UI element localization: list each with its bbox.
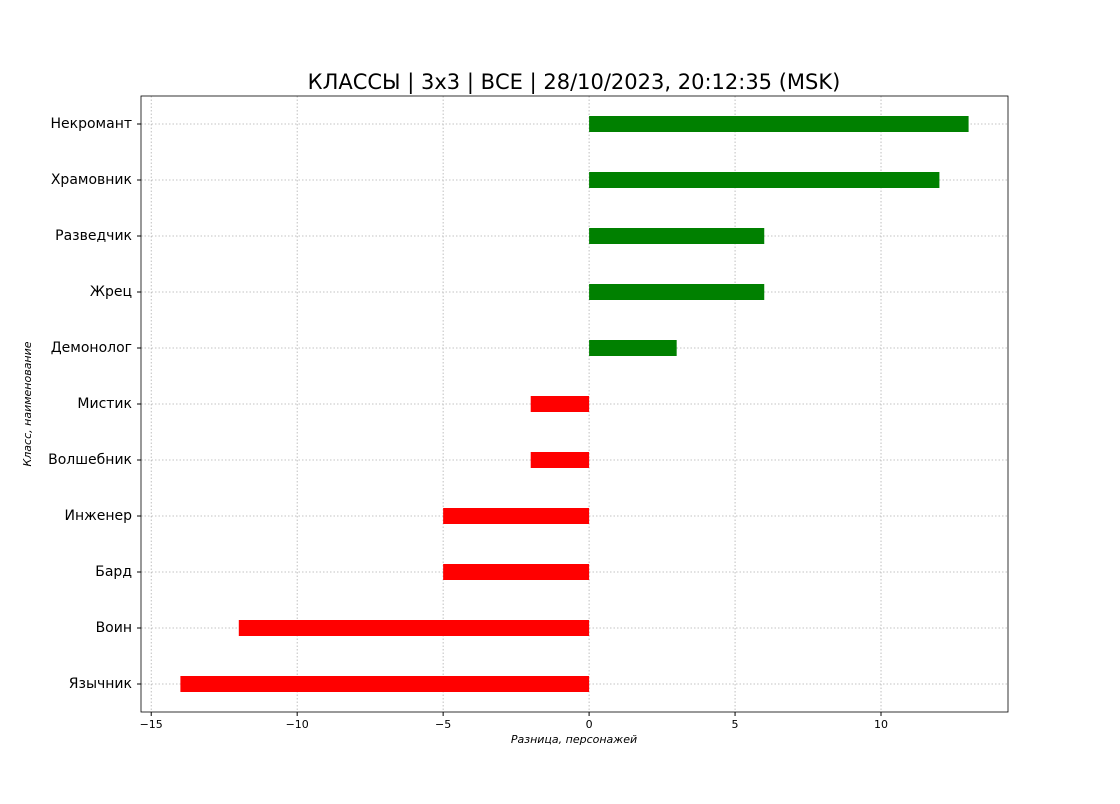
- y-tick-label: Воин: [96, 620, 132, 636]
- y-tick-label: Храмовник: [51, 172, 132, 188]
- bar: [443, 508, 590, 524]
- bar: [443, 564, 590, 580]
- y-tick-label: Некромант: [51, 116, 133, 132]
- plot-frame: [140, 95, 1009, 713]
- bar: [589, 228, 765, 244]
- x-tick-label: −10: [286, 718, 309, 731]
- y-tick-label: Мистик: [77, 396, 132, 412]
- y-tick-label: Инженер: [64, 508, 132, 524]
- y-tick-label: Волшебник: [48, 452, 132, 468]
- y-tick-label: Жрец: [90, 284, 132, 300]
- y-axis-label: Класс, наименование: [21, 341, 34, 466]
- bar: [238, 620, 590, 636]
- y-tick-label: Бард: [95, 564, 132, 580]
- bar: [180, 676, 590, 692]
- y-tick-label: Демонолог: [51, 340, 132, 356]
- x-tick-label: 5: [732, 718, 739, 731]
- y-tick-label: Разведчик: [55, 228, 132, 244]
- y-tick-label: Язычник: [69, 676, 132, 692]
- x-axis-label: Разница, персонажей: [511, 733, 637, 746]
- x-tick-label: −5: [435, 718, 451, 731]
- x-tick-label: −15: [140, 718, 163, 731]
- x-tick-label: 10: [874, 718, 888, 731]
- bar: [589, 284, 765, 300]
- bar: [530, 396, 590, 412]
- bar: [589, 172, 940, 188]
- x-tick-label: 0: [586, 718, 593, 731]
- chart-title: КЛАССЫ | 3x3 | ВСЕ | 28/10/2023, 20:12:3…: [308, 70, 841, 95]
- bar: [530, 452, 590, 468]
- bar: [589, 340, 677, 356]
- bar: [589, 116, 969, 132]
